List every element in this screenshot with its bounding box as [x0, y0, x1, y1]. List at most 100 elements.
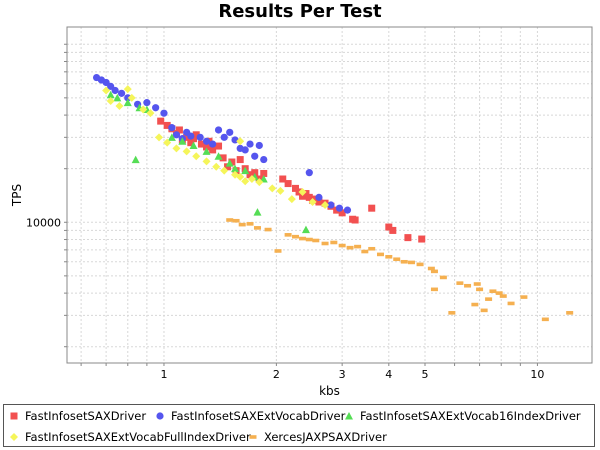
data-point — [157, 117, 165, 125]
legend-swatch — [249, 435, 257, 439]
data-point — [236, 172, 245, 181]
data-point — [255, 178, 264, 187]
data-point — [346, 245, 354, 250]
data-point — [264, 227, 272, 232]
data-point — [246, 140, 254, 148]
data-point — [220, 133, 228, 141]
data-point — [284, 233, 292, 237]
data-point — [187, 132, 195, 140]
series-3 — [102, 85, 330, 210]
chart-title: Results Per Test — [218, 1, 382, 22]
data-point — [315, 198, 323, 206]
series-4 — [226, 218, 574, 322]
data-point — [167, 133, 176, 141]
data-point — [172, 144, 181, 153]
data-point — [376, 252, 384, 257]
data-point — [299, 236, 307, 241]
legend-marker — [249, 435, 257, 439]
data-point — [182, 147, 191, 156]
data-point — [385, 254, 393, 259]
data-point — [228, 158, 236, 166]
data-point — [123, 85, 132, 94]
legend-marker — [10, 412, 18, 420]
data-point — [139, 105, 148, 114]
data-point — [489, 289, 497, 294]
data-point — [246, 171, 254, 179]
data-point — [302, 190, 310, 198]
data-point — [220, 166, 229, 175]
data-point — [143, 99, 151, 107]
data-point — [202, 157, 211, 166]
points-layer — [92, 73, 574, 322]
data-point — [291, 184, 299, 192]
data-point — [427, 266, 435, 271]
data-point — [131, 155, 140, 164]
data-point — [219, 154, 227, 162]
data-point — [407, 260, 415, 265]
data-point — [321, 241, 329, 246]
data-point — [215, 142, 223, 150]
series-2 — [106, 90, 310, 234]
data-point — [253, 226, 261, 230]
data-point — [327, 201, 335, 209]
x-tick-label: 2 — [273, 368, 280, 381]
data-point — [226, 128, 234, 136]
data-point — [214, 126, 223, 134]
legend: FastInfosetSAXDriver FastInfosetSAXExtVoc… — [3, 404, 595, 447]
data-point — [241, 166, 250, 175]
data-point — [247, 175, 256, 184]
legend-item: FastInfosetSAXExtVocabDriver — [155, 409, 345, 423]
data-point — [430, 287, 438, 292]
legend-item: FastInfosetSAXExtVocabFullIndexDriver — [9, 430, 251, 444]
data-point — [241, 146, 249, 154]
x-tick-label: 5 — [422, 368, 429, 381]
data-point — [354, 244, 362, 249]
data-point — [224, 163, 232, 171]
data-point — [351, 216, 359, 224]
plot-background — [67, 27, 592, 363]
y-tick-label: 10000 — [26, 216, 61, 229]
data-point — [321, 201, 330, 210]
data-point — [439, 275, 447, 280]
x-tick-label: 3 — [339, 368, 346, 381]
data-point — [520, 295, 528, 299]
data-point — [485, 297, 493, 301]
data-point — [202, 147, 211, 155]
data-point — [279, 175, 287, 183]
data-point — [183, 133, 191, 141]
data-point — [287, 195, 296, 204]
data-point — [338, 209, 346, 217]
data-point — [192, 131, 200, 139]
data-point — [192, 152, 201, 161]
data-point — [471, 302, 479, 307]
data-point — [338, 243, 346, 248]
data-point — [343, 206, 352, 214]
data-point — [315, 193, 323, 201]
data-point — [430, 269, 438, 274]
data-point — [225, 159, 234, 167]
x-tick-label: 10 — [530, 368, 544, 381]
data-point — [301, 225, 310, 234]
data-point — [335, 204, 344, 212]
data-point — [291, 234, 299, 239]
data-point — [361, 249, 369, 254]
data-point — [178, 137, 187, 145]
data-point — [202, 137, 211, 145]
data-point — [404, 234, 412, 242]
data-point — [268, 184, 277, 193]
data-point — [308, 197, 317, 206]
x-axis-label: kbs — [319, 384, 340, 398]
data-point — [456, 281, 464, 285]
data-point — [476, 287, 484, 292]
data-point — [236, 137, 245, 146]
legend-label: XercesJAXPSAXDriver — [264, 430, 387, 444]
data-point — [106, 90, 115, 99]
data-point — [209, 146, 217, 154]
data-point — [190, 135, 198, 143]
data-point — [102, 86, 111, 95]
data-point — [298, 187, 307, 196]
legend-item: FastInfosetSAXDriver — [9, 409, 146, 423]
data-point — [168, 124, 176, 132]
data-point — [284, 180, 292, 188]
data-point — [260, 169, 268, 177]
